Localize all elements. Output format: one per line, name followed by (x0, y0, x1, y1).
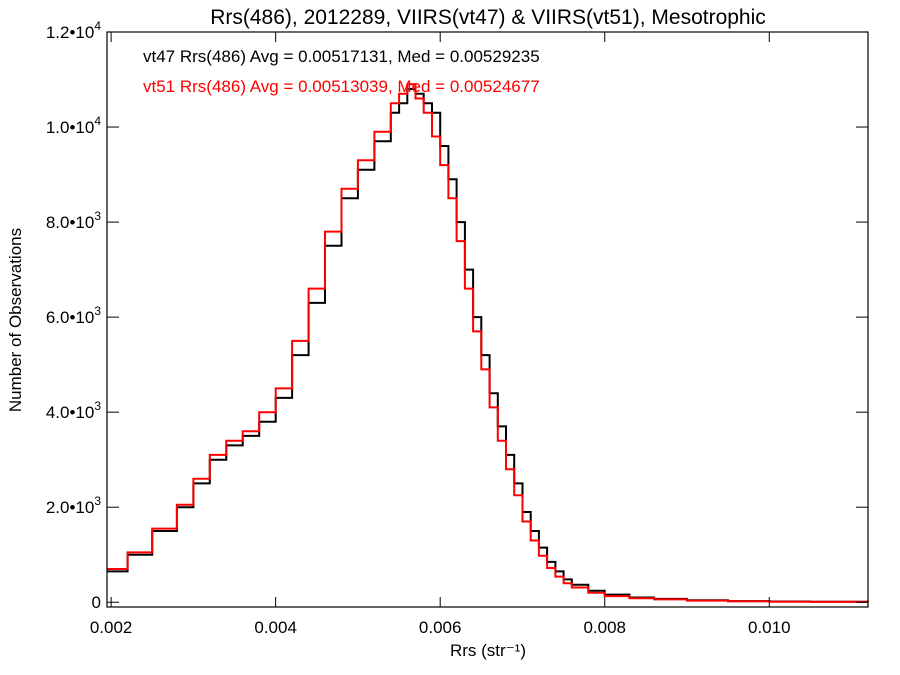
x-axis-label: Rrs (str⁻¹) (450, 641, 526, 660)
annotation-vt51: vt51 Rrs(486) Avg = 0.00513039, Med = 0.… (143, 77, 540, 96)
x-axis-ticks: 0.002 0.004 0.006 0.008 0.010 (90, 32, 791, 637)
y-axis-label: Number of Observations (6, 228, 25, 412)
chart-title: Rrs(486), 2012289, VIIRS(vt47) & VIIRS(v… (210, 6, 766, 29)
annotation-vt47: vt47 Rrs(486) Avg = 0.00517131, Med = 0.… (143, 47, 540, 66)
series-line-0 (107, 88, 869, 603)
y-tick-label-0: 0 (92, 593, 101, 612)
x-tick-label-3: 0.008 (583, 618, 626, 637)
x-tick-label-2: 0.006 (419, 618, 462, 637)
series-line-1 (107, 83, 869, 603)
y-tick-label-3: 6.0•103 (46, 304, 102, 327)
x-tick-label-4: 0.010 (748, 618, 791, 637)
y-axis-ticks: 0 2.0•103 4.0•103 6.0•103 8.0•103 1.0•104 1.2•… (46, 19, 868, 612)
series-layer (107, 83, 869, 603)
x-tick-label-0: 0.002 (90, 618, 133, 637)
y-tick-label-6: 1.2•104 (46, 19, 102, 42)
y-tick-label-2: 4.0•103 (46, 399, 102, 422)
plot-frame (106, 31, 869, 608)
x-tick-label-1: 0.004 (254, 618, 297, 637)
y-tick-label-5: 1.0•104 (46, 114, 102, 137)
y-tick-label-4: 8.0•103 (46, 209, 102, 232)
y-tick-label-1: 2.0•103 (46, 494, 102, 517)
